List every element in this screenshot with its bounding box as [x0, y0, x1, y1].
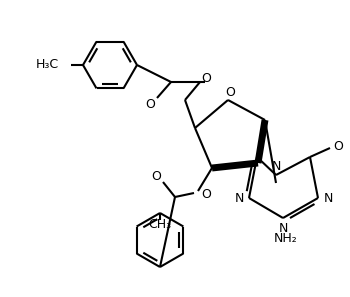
Text: O: O	[333, 140, 343, 152]
Text: N: N	[234, 192, 244, 205]
Text: CH₃: CH₃	[148, 219, 172, 231]
Text: O: O	[151, 170, 161, 184]
Text: O: O	[201, 189, 211, 201]
Text: N: N	[278, 222, 288, 235]
Text: O: O	[201, 72, 211, 85]
Text: N: N	[323, 192, 333, 205]
Text: N: N	[271, 160, 281, 173]
Text: O: O	[145, 99, 155, 111]
Text: NH₂: NH₂	[274, 231, 298, 244]
Text: O: O	[225, 86, 235, 99]
Text: H₃C: H₃C	[36, 59, 59, 72]
